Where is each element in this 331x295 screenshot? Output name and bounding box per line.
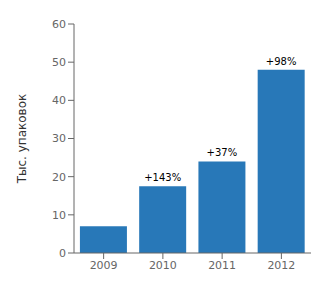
svg-text:+143%: +143% bbox=[144, 172, 181, 183]
svg-text:2011: 2011 bbox=[208, 259, 236, 272]
svg-text:+37%: +37% bbox=[207, 147, 238, 158]
svg-text:2009: 2009 bbox=[90, 259, 118, 272]
svg-text:60: 60 bbox=[52, 18, 66, 31]
svg-text:40: 40 bbox=[52, 94, 66, 107]
svg-text:2012: 2012 bbox=[267, 259, 295, 272]
svg-text:Тыс. упаковок: Тыс. упаковок bbox=[15, 94, 29, 185]
svg-text:0: 0 bbox=[59, 247, 66, 260]
svg-text:2010: 2010 bbox=[149, 259, 177, 272]
svg-text:30: 30 bbox=[52, 132, 66, 145]
svg-text:10: 10 bbox=[52, 209, 66, 222]
svg-text:+98%: +98% bbox=[266, 56, 297, 67]
svg-text:50: 50 bbox=[52, 56, 66, 69]
svg-text:20: 20 bbox=[52, 171, 66, 184]
